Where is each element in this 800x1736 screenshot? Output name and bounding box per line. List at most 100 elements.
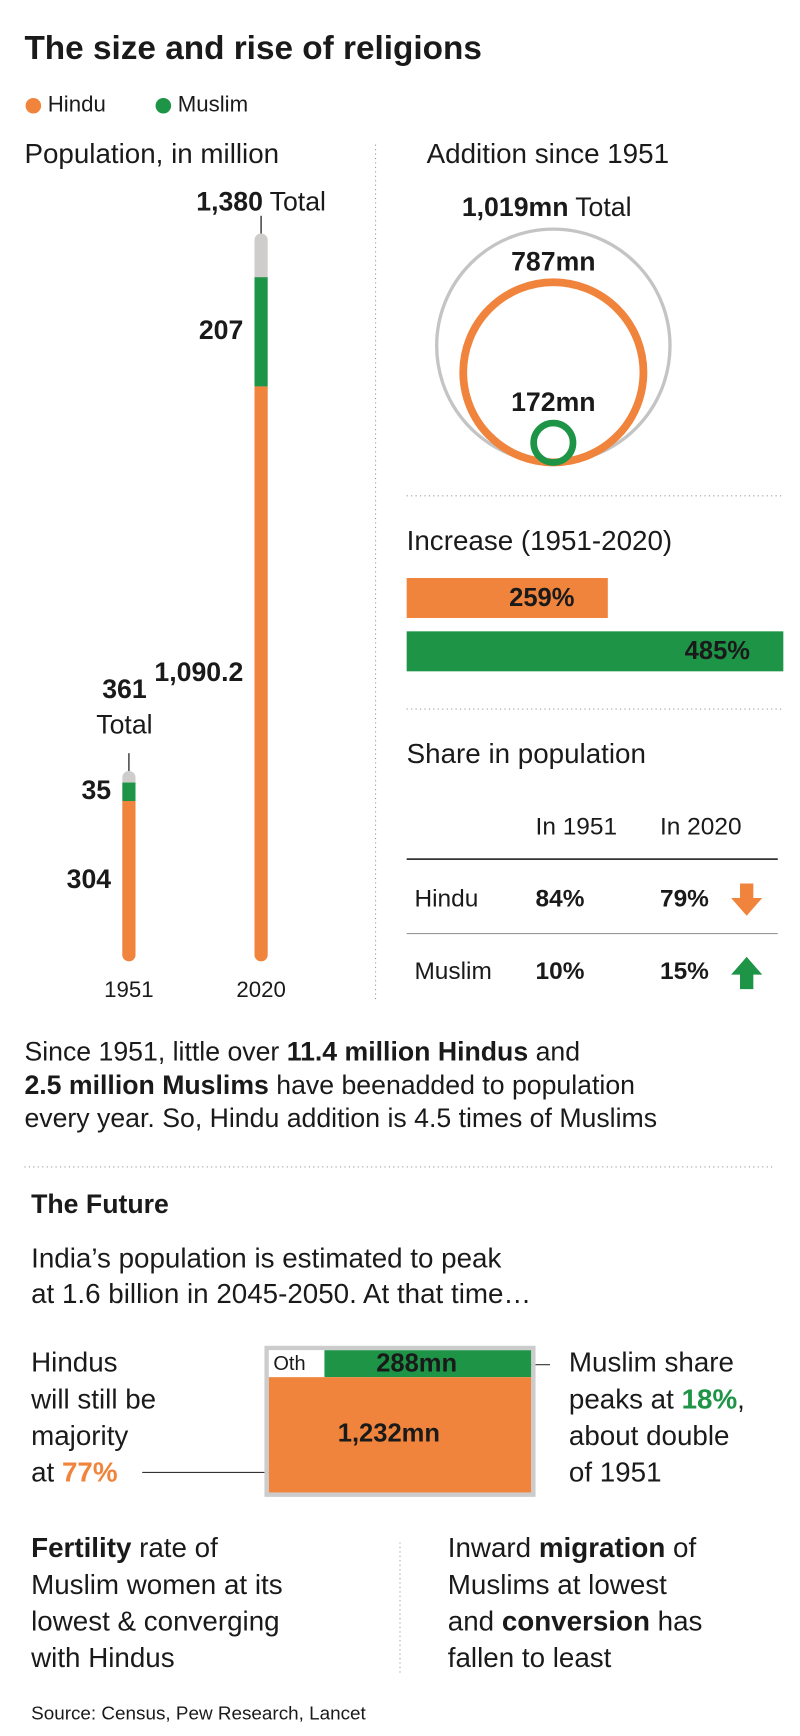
column-header: In 2020 — [660, 813, 742, 840]
summary-line: every year. So, Hindu addition is 4.5 ti… — [24, 1103, 657, 1133]
bar-segment — [254, 386, 268, 962]
callout-line: Muslim share — [569, 1347, 734, 1378]
text-run: 77% — [62, 1457, 118, 1488]
text-run: at — [31, 1457, 62, 1488]
cell: 10% — [536, 958, 585, 985]
bar-segment — [122, 782, 136, 802]
value-label: 304 — [67, 864, 112, 894]
text-run: will still be — [30, 1384, 156, 1415]
bar-group — [122, 770, 136, 962]
chart-title: Addition since 1951 — [427, 138, 669, 169]
legend-label: Muslim — [178, 92, 248, 117]
circle — [530, 419, 577, 466]
other-label: Oth — [273, 1353, 305, 1375]
box-border — [264, 1345, 536, 1497]
value-label: 1,090.2 — [154, 657, 243, 687]
intro-line: India’s population is estimated to peak — [31, 1243, 501, 1274]
value-label: 259% — [509, 584, 575, 612]
text-run: of — [665, 1533, 696, 1564]
text-run: and — [448, 1606, 502, 1637]
value-label: 288mn — [376, 1350, 457, 1378]
text-run: of 1951 — [569, 1457, 662, 1488]
text-run: have beenadded to population — [269, 1070, 635, 1100]
cell: 84% — [536, 886, 585, 913]
note-line: and conversion has — [448, 1606, 703, 1637]
legend-marker — [25, 98, 42, 114]
other-cell — [268, 1350, 325, 1378]
callout-line: majority — [31, 1420, 128, 1451]
title: The size and rise of religions — [24, 30, 481, 67]
text-run: Hindus — [31, 1347, 117, 1378]
bar-group — [254, 233, 268, 962]
total-value: 361 — [102, 674, 147, 704]
value-label: 207 — [199, 315, 243, 345]
summary-line: 2.5 million Muslims have beenadded to po… — [24, 1070, 635, 1100]
row-label: Hindu — [414, 886, 478, 913]
column-header: In 1951 — [536, 813, 618, 840]
text-run: , — [737, 1384, 745, 1415]
text-run: with Hindus — [30, 1643, 175, 1674]
total-word: Total — [96, 710, 152, 740]
text-run: 18% — [682, 1384, 738, 1415]
cell: 79% — [660, 886, 709, 913]
text-run: and — [528, 1037, 580, 1067]
value-label: 485% — [685, 637, 751, 665]
cell: 15% — [660, 958, 709, 985]
note-line: with Hindus — [30, 1643, 175, 1674]
row-label: Muslim — [414, 958, 491, 985]
text-run: Since 1951, little over — [24, 1037, 286, 1067]
summary-line: Since 1951, little over 11.4 million Hin… — [24, 1037, 580, 1067]
text-run: conversion — [502, 1606, 650, 1637]
text-run: Muslims at lowest — [448, 1569, 667, 1600]
cell — [268, 1377, 532, 1493]
value-label: 1,232mn — [338, 1420, 440, 1448]
value-label: 35 — [81, 775, 111, 805]
callout-line: of 1951 — [569, 1457, 662, 1488]
bar-segment — [254, 277, 268, 387]
note-line: lowest & converging — [31, 1606, 279, 1637]
text-run: migration — [539, 1533, 666, 1564]
legend-marker — [155, 98, 172, 114]
text-run: Inward — [448, 1533, 539, 1564]
text-run: about double — [569, 1420, 730, 1451]
section-heading: The Future — [31, 1189, 169, 1219]
note-line: Inward migration of — [448, 1533, 697, 1564]
bar — [406, 578, 608, 618]
total-word: Total — [575, 192, 631, 222]
value-label: 172mn — [511, 387, 595, 417]
legend-label: Hindu — [48, 92, 106, 117]
text-run: lowest & converging — [31, 1606, 279, 1637]
chart-title: Increase (1951-2020) — [407, 525, 672, 556]
x-tick-label: 1951 — [104, 977, 153, 1002]
chart-title: Population, in million — [24, 138, 279, 169]
callout-line: will still be — [30, 1384, 156, 1415]
total-value: 1,019mn — [462, 192, 569, 222]
text-run: peaks at — [569, 1384, 682, 1415]
bar — [406, 631, 784, 672]
value-label: 787mn — [511, 246, 595, 276]
x-tick-label: 2020 — [236, 977, 285, 1002]
cell — [324, 1350, 532, 1378]
trend-arrow — [731, 956, 763, 990]
text-run: Fertility — [31, 1533, 132, 1564]
callout-line: about double — [569, 1420, 730, 1451]
text-run: Muslim share — [569, 1347, 734, 1378]
note-line: fallen to least — [448, 1643, 612, 1674]
source: Source: Census, Pew Research, Lancet — [31, 1704, 366, 1725]
total-word: Total — [270, 187, 326, 217]
text-run: Muslim women at its — [31, 1569, 283, 1600]
note-line: Muslims at lowest — [448, 1569, 667, 1600]
text-run: fallen to least — [448, 1643, 612, 1674]
note-line: Muslim women at its — [31, 1569, 283, 1600]
text-run: every year. So, Hindu addition is 4.5 ti… — [24, 1103, 657, 1133]
total-label: 1,019mn Total — [462, 192, 632, 222]
text-run: rate of — [131, 1533, 218, 1564]
callout-line: Hindus — [31, 1347, 117, 1378]
trend-arrow — [731, 883, 763, 916]
intro-line: at 1.6 billion in 2045-2050. At that tim… — [31, 1278, 531, 1309]
bar-segment — [122, 801, 136, 962]
callout-line: at 77% — [31, 1457, 117, 1488]
text-run: majority — [31, 1420, 128, 1451]
table-title: Share in population — [407, 738, 646, 769]
